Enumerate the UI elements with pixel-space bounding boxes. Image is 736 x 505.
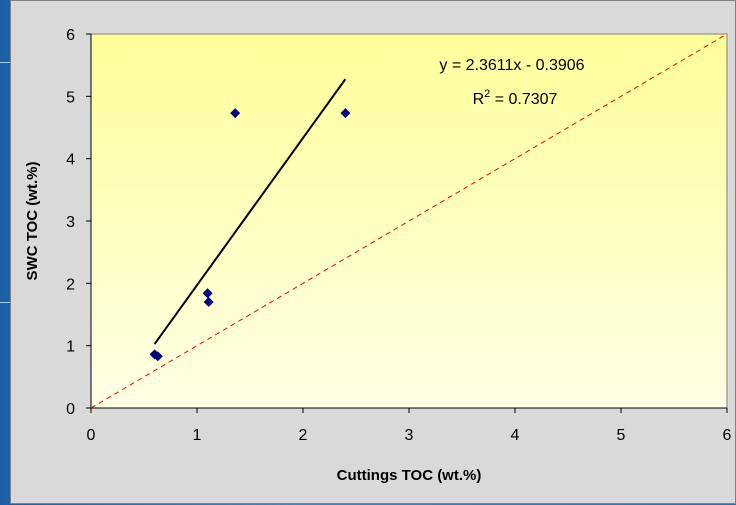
r2-suffix: = 0.7307: [490, 91, 557, 108]
x-axis-title: Cuttings TOC (wt.%): [337, 467, 482, 484]
x-tick-label: 3: [405, 427, 414, 444]
y-tick-label: 2: [66, 276, 75, 293]
data-point: [340, 108, 351, 119]
y-tick-label: 4: [66, 152, 75, 169]
x-tick-label: 1: [193, 427, 202, 444]
tick-labels: 0 1 2 3 4 5 6 0 1 2 3 4 5 6: [66, 27, 731, 444]
r2-prefix: R: [473, 91, 485, 108]
data-points: [149, 108, 351, 362]
x-tick-label: 6: [723, 427, 732, 444]
data-point: [203, 297, 214, 308]
x-tick-label: 5: [617, 427, 626, 444]
y-tick-label: 6: [66, 27, 75, 44]
data-point: [152, 351, 163, 362]
axes: [86, 33, 728, 413]
y-tick-label: 3: [66, 214, 75, 231]
data-point: [230, 108, 241, 119]
reference-line-layer: [90, 33, 728, 409]
y-tick-label: 5: [66, 89, 75, 106]
x-tick-label: 4: [511, 427, 520, 444]
y-tick-label: 1: [66, 339, 75, 356]
trendline-equation: y = 2.3611x - 0.3906: [439, 57, 584, 74]
trendline: [153, 78, 347, 345]
r2-superscript: 2: [484, 88, 490, 100]
x-tick-label: 2: [299, 427, 308, 444]
x-tick-label: 0: [87, 427, 96, 444]
y-tick-label: 0: [66, 401, 75, 418]
y-axis-title: SWC TOC (wt.%): [24, 162, 41, 281]
trendline-layer: [153, 78, 347, 345]
reference-line: [90, 33, 728, 409]
r-squared-label: R2 = 0.7307: [473, 88, 558, 108]
scatter-chart: 0 1 2 3 4 5 6 0 1 2 3 4 5 6 Cuttings TOC (wt.%) SWC T…: [24, 27, 732, 484]
data-point: [202, 288, 213, 299]
chart-frame: 0 1 2 3 4 5 6 0 1 2 3 4 5 6 Cuttings TOC (wt.%) SWC T…: [10, 0, 736, 504]
